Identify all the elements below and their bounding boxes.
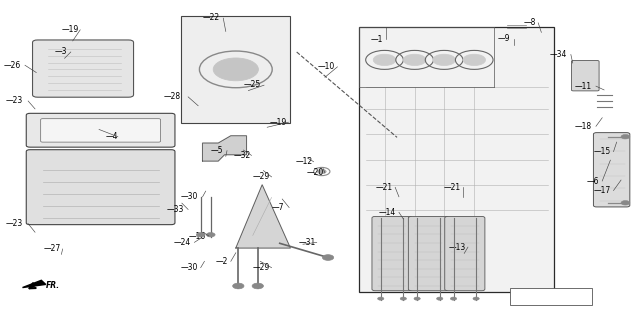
- Circle shape: [451, 297, 457, 300]
- Circle shape: [317, 169, 326, 174]
- Text: S103-E1400B: S103-E1400B: [527, 293, 574, 299]
- Circle shape: [206, 233, 215, 237]
- Text: —12: —12: [295, 157, 312, 166]
- Bar: [180, 16, 291, 123]
- Circle shape: [414, 297, 420, 300]
- Text: —10: —10: [317, 62, 335, 71]
- FancyBboxPatch shape: [33, 40, 134, 97]
- Text: —20: —20: [307, 168, 324, 177]
- Circle shape: [473, 297, 479, 300]
- FancyBboxPatch shape: [26, 150, 175, 225]
- Text: —1: —1: [371, 35, 383, 44]
- Circle shape: [252, 283, 264, 289]
- Text: —17: —17: [593, 186, 611, 195]
- Text: —23: —23: [5, 97, 22, 106]
- Text: —15: —15: [593, 147, 611, 156]
- FancyBboxPatch shape: [372, 216, 412, 291]
- Circle shape: [378, 297, 384, 300]
- Text: —13: —13: [448, 242, 465, 252]
- Text: —29: —29: [253, 263, 270, 272]
- Text: —29: —29: [253, 172, 270, 182]
- Text: —18: —18: [575, 122, 592, 131]
- Text: —24: —24: [173, 238, 191, 247]
- Text: —23: —23: [5, 219, 22, 228]
- Text: —19: —19: [61, 25, 79, 34]
- Text: —19: —19: [270, 118, 287, 127]
- Circle shape: [373, 54, 396, 66]
- Polygon shape: [236, 185, 291, 248]
- Polygon shape: [202, 136, 246, 161]
- Text: —21: —21: [444, 183, 461, 192]
- Circle shape: [621, 201, 630, 205]
- Circle shape: [433, 54, 456, 66]
- Circle shape: [400, 297, 406, 300]
- Text: FR.: FR.: [45, 281, 60, 291]
- Text: —3: —3: [54, 47, 67, 56]
- Text: —27: —27: [44, 244, 61, 254]
- Text: —4: —4: [106, 132, 118, 141]
- Bar: [360, 27, 554, 292]
- Circle shape: [403, 54, 426, 66]
- Circle shape: [233, 283, 244, 289]
- Text: —34: —34: [550, 50, 567, 59]
- Text: —25: —25: [244, 80, 261, 89]
- Text: —21: —21: [376, 183, 393, 192]
- Circle shape: [436, 297, 443, 300]
- FancyBboxPatch shape: [41, 119, 161, 142]
- Text: —6: —6: [587, 176, 599, 186]
- Circle shape: [323, 255, 333, 260]
- Text: —7: —7: [271, 203, 284, 212]
- Text: —31: —31: [298, 238, 316, 247]
- FancyBboxPatch shape: [445, 216, 485, 291]
- Text: —14: —14: [378, 208, 396, 217]
- Text: —30: —30: [180, 263, 198, 272]
- Text: —30: —30: [180, 192, 198, 201]
- Text: —16: —16: [188, 232, 205, 241]
- Text: —26: —26: [3, 61, 20, 70]
- Text: —32: —32: [234, 151, 251, 160]
- Text: —5: —5: [211, 146, 223, 155]
- Bar: [510, 287, 591, 305]
- Text: —2: —2: [215, 257, 228, 266]
- FancyBboxPatch shape: [572, 61, 599, 91]
- FancyBboxPatch shape: [593, 133, 630, 207]
- Circle shape: [213, 58, 259, 81]
- Text: —22: —22: [202, 13, 220, 22]
- Text: —33: —33: [166, 205, 184, 214]
- FancyBboxPatch shape: [26, 113, 175, 147]
- Circle shape: [463, 54, 486, 66]
- Text: —28: —28: [164, 93, 181, 101]
- Text: —8: —8: [524, 19, 536, 27]
- FancyBboxPatch shape: [408, 216, 449, 291]
- Text: —9: —9: [498, 34, 511, 43]
- Circle shape: [196, 233, 205, 237]
- Polygon shape: [22, 280, 45, 287]
- Circle shape: [621, 135, 630, 139]
- Text: —11: —11: [575, 82, 592, 91]
